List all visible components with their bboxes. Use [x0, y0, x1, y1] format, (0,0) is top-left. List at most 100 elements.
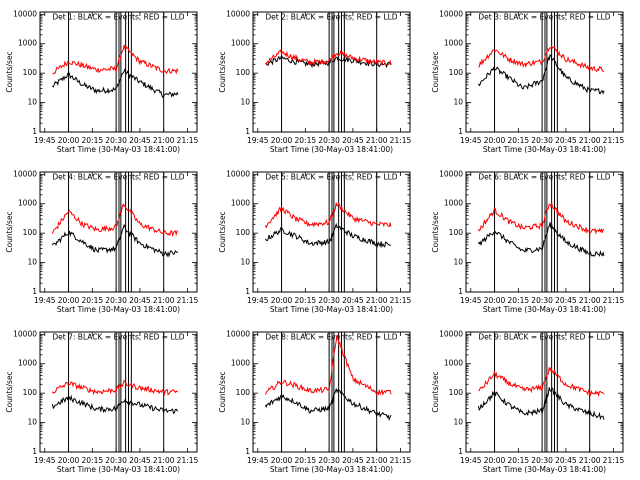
y-axis-label: Counts/sec	[431, 211, 440, 252]
x-tick-label: 20:45	[129, 136, 151, 145]
x-axis-label: Start Time (30-May-03 18:41:00)	[483, 305, 606, 314]
y-tick-label: 1000	[444, 199, 463, 208]
series-events-line	[52, 67, 179, 99]
y-tick-label: 100	[236, 68, 251, 77]
y-axis-label: Counts/sec	[431, 51, 440, 92]
y-tick-label: 10	[27, 418, 37, 427]
x-tick-label: 20:15	[82, 456, 104, 465]
panel-det-6: Det 6: BLACK = Events, RED = LLD11010010…	[431, 169, 625, 314]
x-tick-label: 20:00	[58, 136, 80, 145]
x-tick-label: 21:15	[390, 296, 412, 305]
y-axis-label: Counts/sec	[218, 51, 227, 92]
series-lld-line	[51, 379, 179, 396]
x-tick-label: 21:00	[579, 136, 601, 145]
series-events-line	[477, 54, 605, 95]
x-tick-label: 20:15	[295, 136, 317, 145]
y-tick-label: 1	[32, 447, 37, 456]
x-tick-label: 20:15	[82, 296, 104, 305]
panel-det-2: Det 2: BLACK = Events, RED = LLD11010010…	[218, 9, 412, 154]
panel-det-1: Det 1: BLACK = Events, RED = LLD11010010…	[5, 9, 199, 154]
y-tick-label: 10	[240, 418, 250, 427]
x-tick-label: 19:45	[34, 456, 56, 465]
x-tick-label: 20:30	[318, 456, 340, 465]
x-tick-label: 21:15	[390, 136, 412, 145]
panel-det-8: Det 8: BLACK = Events, RED = LLD11010010…	[218, 329, 412, 474]
x-tick-label: 20:45	[129, 456, 151, 465]
x-tick-label: 19:45	[247, 296, 269, 305]
x-tick-label: 19:45	[460, 456, 482, 465]
series-events-line	[477, 386, 605, 421]
y-tick-label: 10000	[13, 169, 37, 178]
y-tick-label: 10	[27, 98, 37, 107]
y-tick-label: 1000	[231, 199, 250, 208]
x-tick-label: 20:15	[508, 136, 530, 145]
y-tick-label: 100	[236, 388, 251, 397]
x-axis-label: Start Time (30-May-03 18:41:00)	[270, 145, 393, 154]
x-tick-label: 20:30	[531, 136, 553, 145]
y-tick-label: 1000	[231, 359, 250, 368]
x-tick-label: 21:00	[366, 136, 388, 145]
x-tick-label: 19:45	[460, 296, 482, 305]
x-tick-label: 20:30	[105, 296, 127, 305]
y-tick-label: 10000	[439, 169, 463, 178]
x-tick-label: 20:00	[271, 456, 293, 465]
y-tick-label: 100	[236, 228, 251, 237]
y-tick-label: 10000	[439, 9, 463, 18]
x-tick-label: 20:30	[318, 296, 340, 305]
series-lld-line	[264, 334, 392, 396]
x-tick-label: 21:15	[177, 296, 199, 305]
x-tick-label: 19:45	[34, 296, 56, 305]
x-tick-label: 19:45	[460, 136, 482, 145]
series-lld-line	[477, 201, 605, 235]
x-tick-label: 20:15	[295, 456, 317, 465]
y-axis-label: Counts/sec	[431, 371, 440, 412]
y-tick-label: 10	[453, 98, 463, 107]
y-tick-label: 1000	[231, 39, 250, 48]
y-axis-label: Counts/sec	[5, 51, 14, 92]
x-tick-label: 21:00	[579, 456, 601, 465]
x-tick-label: 20:30	[105, 136, 127, 145]
x-tick-label: 21:00	[153, 456, 175, 465]
x-tick-label: 20:45	[342, 136, 364, 145]
x-tick-label: 21:00	[366, 456, 388, 465]
x-tick-label: 20:15	[82, 136, 104, 145]
panel-det-7: Det 7: BLACK = Events, RED = LLD11010010…	[5, 329, 199, 474]
y-tick-label: 100	[449, 388, 464, 397]
y-tick-label: 10000	[226, 329, 250, 338]
x-tick-label: 20:00	[271, 296, 293, 305]
y-tick-label: 10000	[226, 9, 250, 18]
x-tick-label: 19:45	[34, 136, 56, 145]
y-tick-label: 1	[245, 287, 250, 296]
y-tick-label: 1000	[444, 39, 463, 48]
y-tick-label: 10	[240, 98, 250, 107]
x-tick-label: 20:45	[342, 296, 364, 305]
series-lld-line	[264, 202, 392, 229]
y-tick-label: 10000	[13, 329, 37, 338]
x-tick-label: 21:15	[603, 296, 625, 305]
x-tick-label: 19:45	[247, 456, 269, 465]
y-tick-label: 1	[458, 447, 463, 456]
y-tick-label: 1000	[18, 359, 37, 368]
series-lld-line	[51, 202, 179, 238]
x-tick-label: 21:00	[579, 296, 601, 305]
y-tick-label: 100	[23, 228, 38, 237]
x-axis-label: Start Time (30-May-03 18:41:00)	[57, 305, 180, 314]
y-tick-label: 10	[27, 258, 37, 267]
series-events-line	[51, 393, 178, 415]
x-axis-label: Start Time (30-May-03 18:41:00)	[57, 145, 180, 154]
series-events-line	[477, 222, 605, 257]
panel-det-3: Det 3: BLACK = Events, RED = LLD11010010…	[431, 9, 625, 154]
x-tick-label: 20:00	[484, 456, 506, 465]
y-tick-label: 100	[23, 68, 38, 77]
x-tick-label: 20:30	[531, 456, 553, 465]
x-tick-label: 21:15	[177, 456, 199, 465]
y-tick-label: 1	[245, 447, 250, 456]
series-events-line	[265, 54, 392, 69]
x-axis-label: Start Time (30-May-03 18:41:00)	[483, 145, 606, 154]
series-lld-line	[478, 367, 605, 398]
x-tick-label: 21:00	[153, 296, 175, 305]
y-tick-label: 1000	[18, 39, 37, 48]
y-axis-label: Counts/sec	[5, 371, 14, 412]
y-tick-label: 1	[32, 127, 37, 136]
